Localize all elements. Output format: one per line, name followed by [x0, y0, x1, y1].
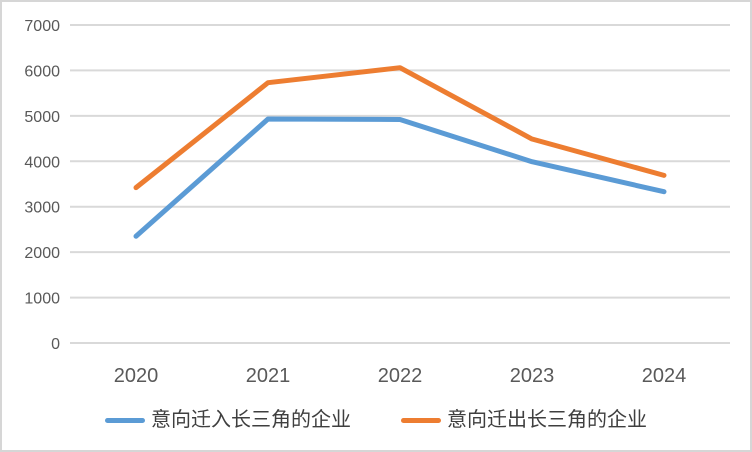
y-axis-tick-label: 0 [51, 336, 60, 353]
x-axis-tick-label: 2021 [246, 365, 291, 387]
y-axis-tick-label: 5000 [24, 109, 60, 126]
legend-swatch-blue-line [105, 417, 145, 423]
x-axis-tick-label: 2024 [642, 365, 687, 387]
y-axis-tick-label: 6000 [24, 63, 60, 80]
y-axis-tick-label: 1000 [24, 291, 60, 308]
x-axis-tick-label: 2022 [378, 365, 423, 387]
y-axis-tick-label: 4000 [24, 154, 60, 171]
x-axis-tick-label: 2023 [510, 365, 555, 387]
legend-item-move-out: 意向迁出长三角的企业 [401, 408, 647, 432]
y-axis-tick-label: 2000 [24, 245, 60, 262]
legend-swatch-orange-line [401, 417, 441, 423]
line-chart: 0 1000 2000 3000 4000 5000 6000 7000 2020 2021 202… [24, 18, 730, 387]
series-line-move-in [133, 116, 667, 239]
legend-item-move-in: 意向迁入长三角的企业 [105, 408, 351, 432]
series-line-move-out [133, 65, 667, 191]
legend-label-move-out: 意向迁出长三角的企业 [447, 409, 647, 431]
x-axis-tick-label: 2020 [114, 365, 159, 387]
chart-legend: 意向迁入长三角的企业 意向迁出长三角的企业 [2, 408, 750, 432]
legend-label-move-in: 意向迁入长三角的企业 [151, 409, 351, 431]
y-axis-tick-label: 7000 [24, 18, 60, 35]
y-axis-tick-label: 3000 [24, 200, 60, 217]
